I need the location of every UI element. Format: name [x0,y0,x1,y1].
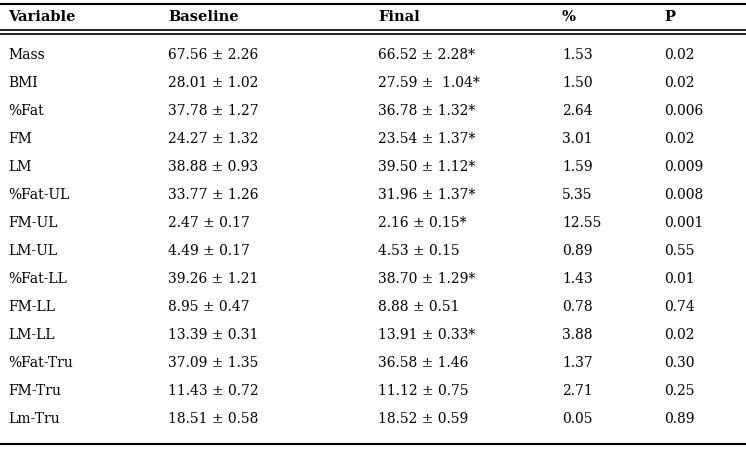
Text: 39.26 ± 1.21: 39.26 ± 1.21 [168,272,258,286]
Text: 1.50: 1.50 [562,76,592,90]
Text: 13.91 ± 0.33*: 13.91 ± 0.33* [378,328,475,342]
Text: 0.25: 0.25 [664,384,695,398]
Text: 1.43: 1.43 [562,272,593,286]
Text: 5.35: 5.35 [562,188,592,202]
Text: 2.47 ± 0.17: 2.47 ± 0.17 [168,216,250,230]
Text: 2.64: 2.64 [562,104,592,118]
Text: Final: Final [378,10,420,24]
Text: FM-Tru: FM-Tru [8,384,61,398]
Text: 23.54 ± 1.37*: 23.54 ± 1.37* [378,132,475,146]
Text: 8.95 ± 0.47: 8.95 ± 0.47 [168,300,250,314]
Text: 1.59: 1.59 [562,160,592,174]
Text: 0.02: 0.02 [664,132,695,146]
Text: 1.53: 1.53 [562,48,592,62]
Text: P: P [664,10,675,24]
Text: 0.78: 0.78 [562,300,592,314]
Text: 4.53 ± 0.15: 4.53 ± 0.15 [378,244,460,258]
Text: 66.52 ± 2.28*: 66.52 ± 2.28* [378,48,475,62]
Text: 0.01: 0.01 [664,272,695,286]
Text: FM: FM [8,132,32,146]
Text: %: % [562,10,576,24]
Text: 33.77 ± 1.26: 33.77 ± 1.26 [168,188,259,202]
Text: 13.39 ± 0.31: 13.39 ± 0.31 [168,328,258,342]
Text: 3.01: 3.01 [562,132,592,146]
Text: 28.01 ± 1.02: 28.01 ± 1.02 [168,76,258,90]
Text: 36.78 ± 1.32*: 36.78 ± 1.32* [378,104,475,118]
Text: 0.009: 0.009 [664,160,703,174]
Text: 18.52 ± 0.59: 18.52 ± 0.59 [378,412,468,426]
Text: BMI: BMI [8,76,37,90]
Text: 1.37: 1.37 [562,356,593,370]
Text: 12.55: 12.55 [562,216,601,230]
Text: 11.43 ± 0.72: 11.43 ± 0.72 [168,384,259,398]
Text: 31.96 ± 1.37*: 31.96 ± 1.37* [378,188,475,202]
Text: %Fat-Tru: %Fat-Tru [8,356,73,370]
Text: 37.09 ± 1.35: 37.09 ± 1.35 [168,356,258,370]
Text: 2.71: 2.71 [562,384,593,398]
Text: 39.50 ± 1.12*: 39.50 ± 1.12* [378,160,475,174]
Text: 0.006: 0.006 [664,104,703,118]
Text: 36.58 ± 1.46: 36.58 ± 1.46 [378,356,468,370]
Text: LM-UL: LM-UL [8,244,57,258]
Text: 38.88 ± 0.93: 38.88 ± 0.93 [168,160,258,174]
Text: 27.59 ±  1.04*: 27.59 ± 1.04* [378,76,480,90]
Text: Lm-Tru: Lm-Tru [8,412,60,426]
Text: %Fat: %Fat [8,104,43,118]
Text: 0.02: 0.02 [664,328,695,342]
Text: 18.51 ± 0.58: 18.51 ± 0.58 [168,412,258,426]
Text: FM-LL: FM-LL [8,300,55,314]
Text: 11.12 ± 0.75: 11.12 ± 0.75 [378,384,468,398]
Text: 0.89: 0.89 [664,412,695,426]
Text: %Fat-UL: %Fat-UL [8,188,69,202]
Text: Variable: Variable [8,10,75,24]
Text: 67.56 ± 2.26: 67.56 ± 2.26 [168,48,258,62]
Text: 0.74: 0.74 [664,300,695,314]
Text: 0.001: 0.001 [664,216,703,230]
Text: 8.88 ± 0.51: 8.88 ± 0.51 [378,300,460,314]
Text: 0.02: 0.02 [664,76,695,90]
Text: 0.55: 0.55 [664,244,695,258]
Text: 0.30: 0.30 [664,356,695,370]
Text: 0.02: 0.02 [664,48,695,62]
Text: 0.89: 0.89 [562,244,592,258]
Text: 0.008: 0.008 [664,188,703,202]
Text: 3.88: 3.88 [562,328,592,342]
Text: 0.05: 0.05 [562,412,592,426]
Text: 4.49 ± 0.17: 4.49 ± 0.17 [168,244,250,258]
Text: 38.70 ± 1.29*: 38.70 ± 1.29* [378,272,475,286]
Text: 24.27 ± 1.32: 24.27 ± 1.32 [168,132,259,146]
Text: %Fat-LL: %Fat-LL [8,272,67,286]
Text: LM-LL: LM-LL [8,328,54,342]
Text: LM: LM [8,160,31,174]
Text: 37.78 ± 1.27: 37.78 ± 1.27 [168,104,259,118]
Text: 2.16 ± 0.15*: 2.16 ± 0.15* [378,216,466,230]
Text: Mass: Mass [8,48,45,62]
Text: Baseline: Baseline [168,10,239,24]
Text: FM-UL: FM-UL [8,216,57,230]
